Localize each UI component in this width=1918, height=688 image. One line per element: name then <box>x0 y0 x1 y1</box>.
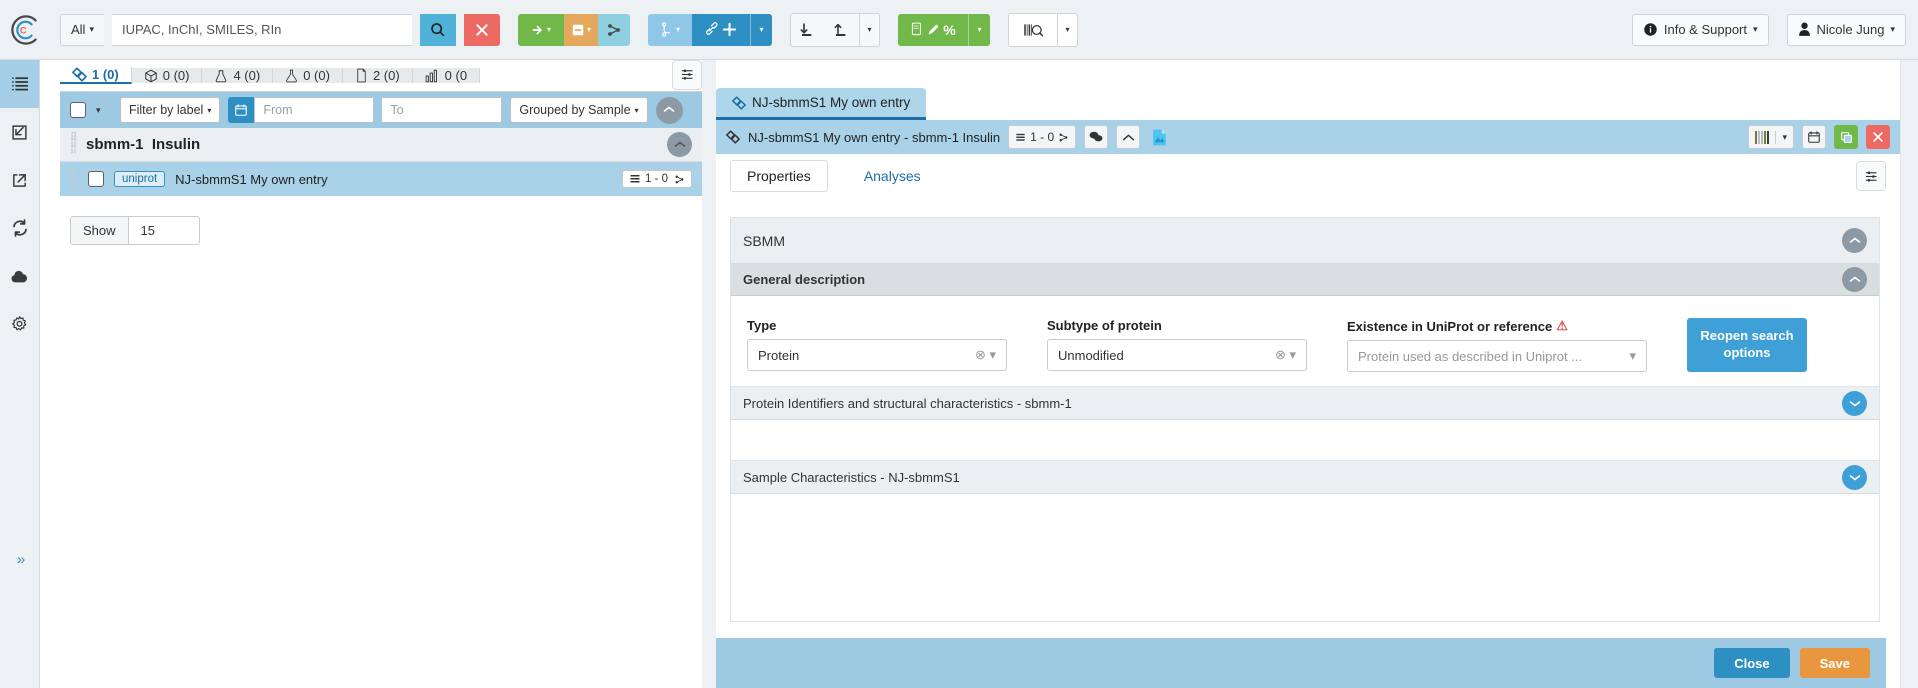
svg-text:C: C <box>20 25 27 36</box>
